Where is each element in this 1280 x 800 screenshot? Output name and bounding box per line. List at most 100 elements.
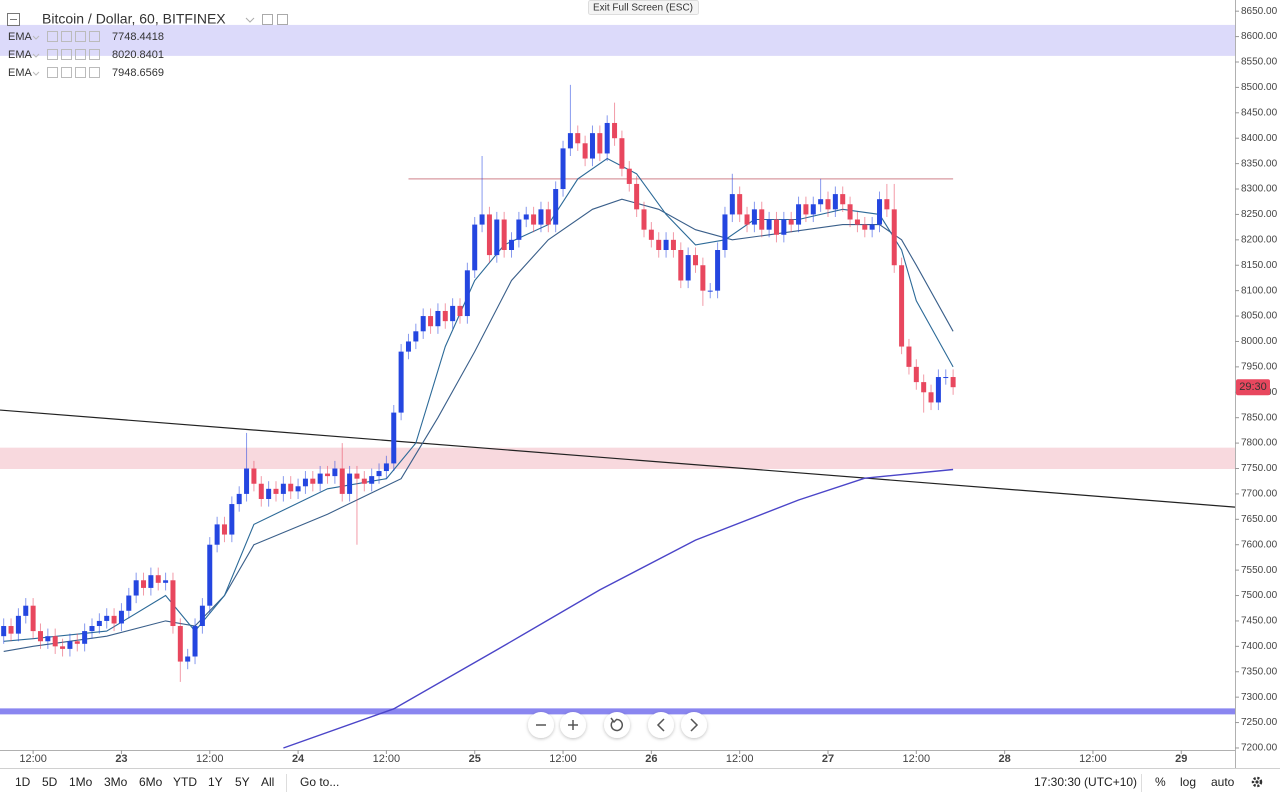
indicator-name: EMA xyxy=(8,67,33,79)
range-button[interactable]: 5Y xyxy=(235,775,250,789)
indicator-action-icon[interactable] xyxy=(89,67,100,78)
indicator-action-icon[interactable] xyxy=(89,31,100,42)
y-tick-label: 8650.00 xyxy=(1241,6,1278,17)
candle-body xyxy=(545,209,551,225)
candle-body xyxy=(825,199,831,210)
candle-body xyxy=(214,524,220,545)
scroll-left-icon xyxy=(656,718,665,732)
indicator-action-icon[interactable] xyxy=(61,67,72,78)
x-tick-label: 27 xyxy=(822,753,834,765)
candle-body xyxy=(634,183,640,210)
candle-body xyxy=(663,239,669,250)
y-tick-label: 7950.00 xyxy=(1241,362,1278,373)
indicator-action-icon[interactable] xyxy=(75,49,86,60)
candle-body xyxy=(8,626,14,634)
indicator-action-icon[interactable] xyxy=(89,49,100,60)
y-tick-label: 8500.00 xyxy=(1241,82,1278,93)
candle-body xyxy=(376,471,382,477)
percent-toggle[interactable]: % xyxy=(1155,775,1166,789)
indicator-action-icon[interactable] xyxy=(47,49,58,60)
y-tick-label: 7350.00 xyxy=(1241,666,1278,677)
candle-body xyxy=(479,214,485,225)
candle-body xyxy=(118,610,124,624)
candle-body xyxy=(788,219,794,225)
range-button[interactable]: YTD xyxy=(173,775,197,789)
settings-icon[interactable] xyxy=(1251,776,1263,788)
range-button[interactable]: 6Mo xyxy=(139,775,163,789)
candle-body xyxy=(133,580,139,596)
range-button[interactable]: 3Mo xyxy=(104,775,128,789)
exit-fullscreen-button[interactable] xyxy=(588,0,699,15)
indicator-action-icon[interactable] xyxy=(47,67,58,78)
y-tick-label: 7500.00 xyxy=(1241,590,1278,601)
range-button[interactable]: All xyxy=(261,775,274,789)
indicator-action-icon[interactable] xyxy=(75,67,86,78)
candle-body xyxy=(589,133,595,159)
candle-body xyxy=(744,214,750,225)
candle-body xyxy=(553,189,559,225)
candle-body xyxy=(413,331,419,342)
candle-body xyxy=(236,493,242,505)
candle-body xyxy=(486,214,492,256)
indicator-action-icon[interactable] xyxy=(47,31,58,42)
range-button[interactable]: 1Mo xyxy=(69,775,93,789)
x-tick-label: 26 xyxy=(645,753,657,765)
candle-body xyxy=(383,463,389,472)
candle-body xyxy=(840,194,846,205)
candle-body xyxy=(950,377,956,388)
y-tick-label: 7850.00 xyxy=(1241,412,1278,423)
indicator-action-icon[interactable] xyxy=(75,31,86,42)
candle-body xyxy=(23,605,29,616)
scroll-right-button[interactable] xyxy=(681,712,707,738)
scroll-left-button[interactable] xyxy=(648,712,674,738)
log-toggle[interactable]: log xyxy=(1180,775,1196,789)
candle-body xyxy=(67,641,73,649)
candle-body xyxy=(891,209,897,266)
candle-body xyxy=(280,483,286,494)
range-button[interactable]: 5D xyxy=(42,775,58,789)
candle-body xyxy=(877,199,883,225)
symbol-settings-icon[interactable] xyxy=(262,14,273,25)
candle-body xyxy=(729,194,735,215)
candle-body xyxy=(266,488,272,499)
candle-body xyxy=(913,366,919,383)
candle-body xyxy=(678,250,684,281)
candle-body xyxy=(781,219,787,235)
reset-button[interactable] xyxy=(604,712,630,738)
candle-body xyxy=(339,468,345,494)
reset-icon-arrow xyxy=(610,717,618,724)
indicator-action-icon[interactable] xyxy=(61,31,72,42)
y-tick-label: 8050.00 xyxy=(1241,311,1278,322)
symbol-hide-icon[interactable] xyxy=(277,14,288,25)
candle-body xyxy=(597,133,603,154)
indicator-action-icon[interactable] xyxy=(61,49,72,60)
candle-body xyxy=(759,209,765,230)
collapse-icon[interactable] xyxy=(7,13,20,26)
symbol-menu-caret[interactable] xyxy=(245,17,255,23)
candle-body xyxy=(251,468,257,484)
x-tick-label: 12:00 xyxy=(549,753,577,765)
candle-body xyxy=(906,346,912,367)
candle-body xyxy=(221,524,227,535)
y-tick-label: 7200.00 xyxy=(1241,743,1278,754)
candle-body xyxy=(582,143,588,159)
goto-button[interactable]: Go to... xyxy=(300,775,339,789)
range-button[interactable]: 1D xyxy=(15,775,31,789)
candle-body xyxy=(869,224,875,230)
range-button[interactable]: 1Y xyxy=(208,775,223,789)
auto-toggle[interactable]: auto xyxy=(1211,775,1235,789)
candle-body xyxy=(810,204,816,215)
indicator-value: 7748.4418 xyxy=(112,31,164,43)
x-tick-label: 25 xyxy=(469,753,481,765)
candle-body xyxy=(648,229,654,240)
candle-body xyxy=(295,486,301,492)
ema-line xyxy=(283,468,954,749)
candle-body xyxy=(141,580,147,588)
candle-body xyxy=(737,194,743,215)
candle-body xyxy=(501,219,507,250)
candle-body xyxy=(899,265,905,347)
candle-body xyxy=(170,580,176,627)
candle-body xyxy=(361,478,367,484)
